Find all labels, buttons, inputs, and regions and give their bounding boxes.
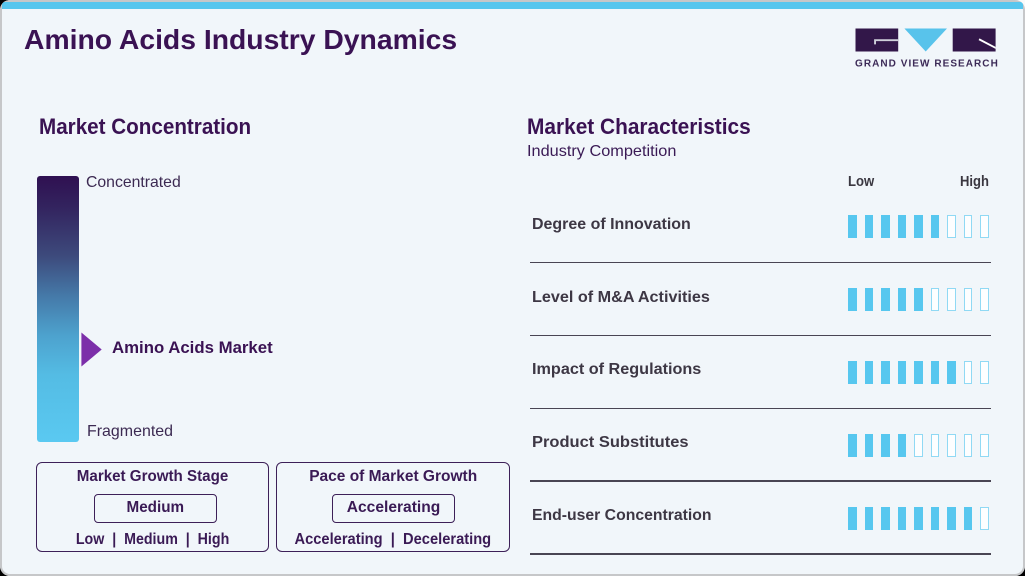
svg-text:GRAND VIEW RESEARCH: GRAND VIEW RESEARCH [855, 59, 999, 70]
